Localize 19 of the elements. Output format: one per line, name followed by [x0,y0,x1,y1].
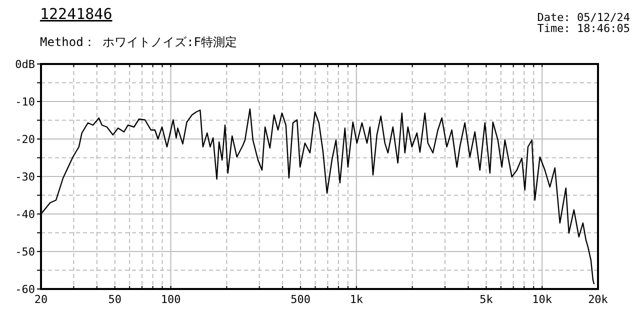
x-tick-label: 50 [108,293,122,306]
x-tick-label: 500 [290,293,310,306]
y-tick-label: -60 [15,283,35,296]
x-tick-label: 20k [588,293,608,306]
text: Date: 05/12/24 [537,11,630,24]
x-tick-label: 10k [532,293,552,306]
text: Time: 18:46:05 [537,22,630,35]
y-tick-label: -10 [15,96,35,108]
x-tick-label: 20 [34,293,48,306]
chart-subtitle: Method： ホワイトノイズ:F特測定 [40,35,238,49]
chart-title: 12241846 [40,5,112,23]
x-tick-label: 1k [350,293,364,306]
y-tick-label: -40 [15,208,35,221]
y-tick-label: -20 [15,133,35,146]
y-tick-label: -50 [15,246,35,258]
x-tick-label: 100 [160,293,181,306]
x-tick-label: 5k [480,293,494,306]
y-tick-label: 0dB [15,58,36,71]
y-tick-label: -30 [15,170,35,184]
